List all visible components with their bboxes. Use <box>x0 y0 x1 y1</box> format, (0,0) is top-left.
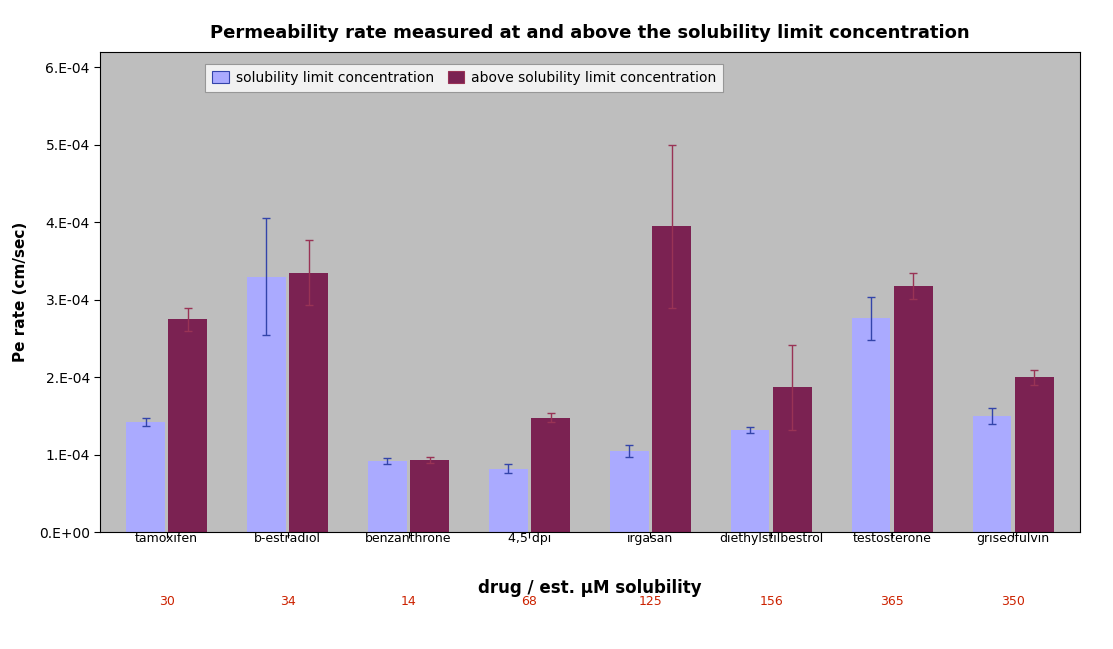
Text: 30: 30 <box>159 594 175 607</box>
Bar <box>894 286 933 532</box>
Bar <box>489 469 528 532</box>
Title: Permeability rate measured at and above the solubility limit concentration: Permeability rate measured at and above … <box>210 24 969 42</box>
Text: diethylstilbestrol: diethylstilbestrol <box>719 532 824 545</box>
Text: 125: 125 <box>639 594 662 607</box>
Bar <box>973 416 1012 532</box>
Text: 365: 365 <box>880 594 904 607</box>
Bar <box>368 461 406 532</box>
Text: 4,5 dpi: 4,5 dpi <box>508 532 551 545</box>
Bar <box>126 422 165 532</box>
Text: testosterone: testosterone <box>853 532 932 545</box>
Legend: solubility limit concentration, above solubility limit concentration: solubility limit concentration, above so… <box>205 64 723 92</box>
Text: 14: 14 <box>401 594 416 607</box>
Text: 34: 34 <box>279 594 295 607</box>
Text: tamoxifen: tamoxifen <box>135 532 198 545</box>
Bar <box>1015 377 1054 532</box>
Text: benzanthrone: benzanthrone <box>365 532 452 545</box>
Bar <box>168 319 207 532</box>
Bar <box>289 273 328 532</box>
Bar <box>411 460 449 532</box>
Text: b-estradiol: b-estradiol <box>254 532 321 545</box>
Bar <box>652 227 691 532</box>
Y-axis label: Pe rate (cm/sec): Pe rate (cm/sec) <box>12 222 28 362</box>
Bar <box>531 417 570 532</box>
Bar <box>247 276 286 532</box>
Bar <box>610 451 649 532</box>
Text: 156: 156 <box>759 594 784 607</box>
Text: griseofulvin: griseofulvin <box>976 532 1050 545</box>
Text: 68: 68 <box>522 594 538 607</box>
X-axis label: drug / est. μM solubility: drug / est. μM solubility <box>479 580 701 597</box>
Bar <box>851 319 890 532</box>
Text: 350: 350 <box>1002 594 1025 607</box>
Bar <box>774 387 811 532</box>
Text: irgasan: irgasan <box>628 532 673 545</box>
Bar <box>731 430 769 532</box>
